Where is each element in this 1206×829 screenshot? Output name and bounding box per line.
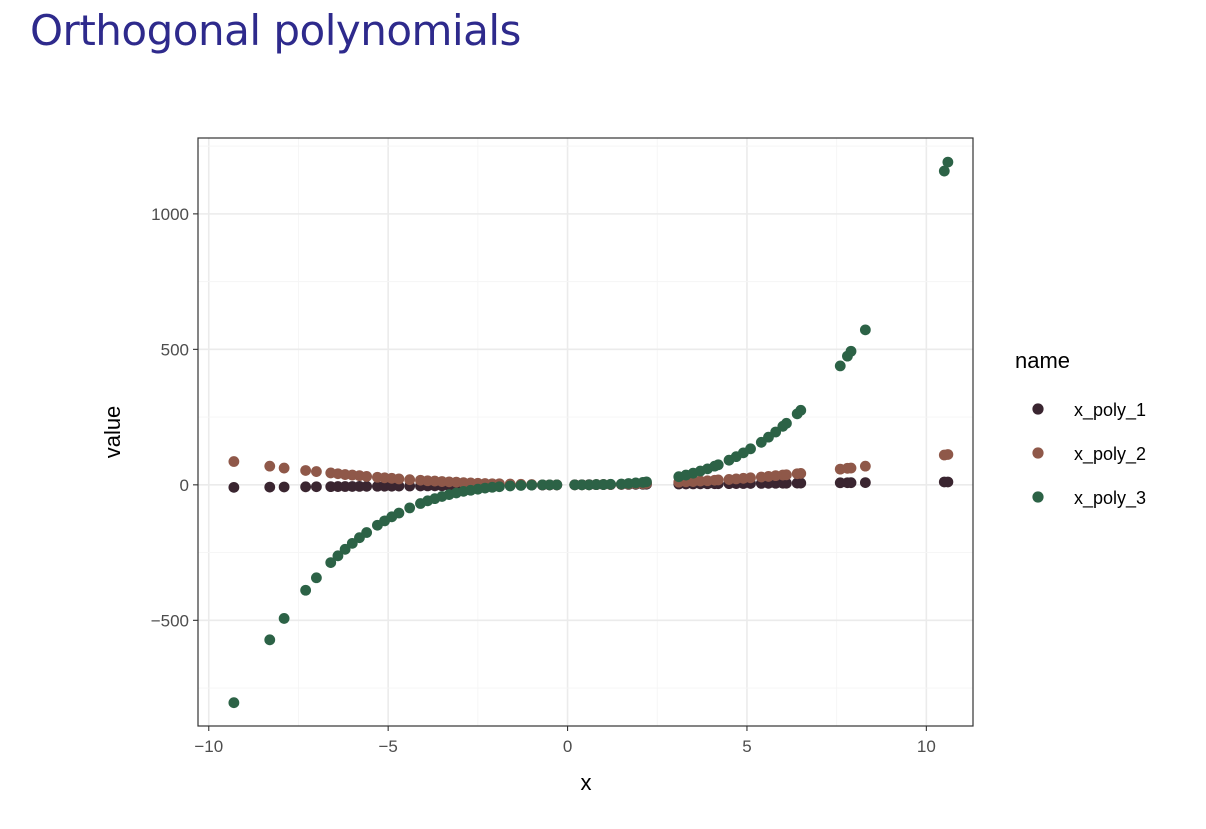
data-point (526, 479, 538, 491)
legend-items: x_poly_1 x_poly_2 x_poly_3 (1032, 400, 1146, 509)
data-point (264, 634, 276, 646)
data-point (942, 449, 954, 460)
data-point (311, 572, 322, 584)
data-point (605, 478, 617, 490)
data-point (641, 476, 652, 488)
data-point (361, 527, 373, 538)
data-point (300, 465, 312, 476)
x-tick-label: 5 (742, 737, 751, 756)
data-point (795, 404, 807, 416)
data-point (228, 697, 240, 709)
x-tick-label: −10 (194, 737, 223, 756)
y-tick-label: 0 (180, 476, 189, 495)
plot-panel-border (197, 137, 974, 727)
data-point (795, 477, 807, 489)
data-point (781, 477, 792, 489)
data-point (781, 417, 792, 429)
data-point (361, 480, 373, 492)
data-point (493, 481, 505, 493)
data-point (311, 466, 322, 477)
legend: name x_poly_1 x_poly_2 x_poly_3 (1015, 348, 1146, 509)
x-axis-title: x (581, 770, 592, 795)
series-x_poly_3 (228, 156, 954, 709)
data-point (300, 584, 312, 596)
x-axis-ticks: −10 −5 0 5 10 (194, 726, 936, 756)
legend-key-x_poly_1 (1032, 403, 1044, 415)
data-point (393, 473, 405, 485)
legend-key-x_poly_3 (1032, 491, 1044, 503)
y-tick-label: −500 (151, 611, 189, 630)
plot-panel-background (198, 138, 973, 726)
data-point (845, 477, 857, 489)
data-point (404, 502, 416, 514)
legend-label-x_poly_2: x_poly_2 (1074, 444, 1146, 465)
data-point (859, 324, 871, 336)
data-point (712, 474, 724, 486)
data-point (332, 550, 344, 562)
grid-lines (198, 138, 973, 726)
data-point (325, 557, 337, 569)
data-point (845, 462, 857, 474)
slide-title: Orthogonal polynomials (30, 6, 521, 55)
data-point (278, 481, 290, 493)
data-point (393, 507, 405, 519)
legend-key-x_poly_2 (1032, 447, 1044, 459)
data-point (228, 456, 240, 467)
data-point (859, 460, 871, 472)
x-tick-label: −5 (378, 737, 397, 756)
data-point (278, 462, 290, 474)
data-point (361, 471, 373, 482)
legend-title: name (1015, 348, 1070, 373)
legend-label-x_poly_1: x_poly_1 (1074, 400, 1146, 421)
data-point (551, 479, 563, 491)
y-tick-label: 1000 (151, 205, 189, 224)
data-point (938, 165, 950, 177)
x-tick-label: 10 (917, 737, 936, 756)
data-point (745, 472, 756, 484)
data-point (845, 345, 857, 357)
data-points (228, 156, 954, 709)
y-axis-ticks: −500 0 500 1000 (151, 205, 198, 630)
data-point (504, 480, 516, 492)
data-point (745, 443, 756, 455)
y-tick-label: 500 (161, 340, 189, 359)
panel-fill (198, 138, 973, 726)
data-point (339, 543, 351, 555)
data-point (942, 156, 954, 168)
data-point (278, 613, 290, 624)
legend-label-x_poly_3: x_poly_3 (1074, 488, 1146, 509)
x-tick-label: 0 (563, 737, 572, 756)
data-point (264, 460, 276, 472)
data-point (781, 469, 792, 481)
data-point (834, 360, 846, 372)
data-point (404, 474, 416, 486)
data-point (795, 468, 807, 479)
data-point (515, 479, 527, 491)
data-point (859, 477, 871, 488)
data-point (228, 481, 240, 493)
data-point (942, 476, 954, 488)
data-point (311, 481, 322, 493)
data-point (712, 459, 724, 471)
data-point (264, 481, 276, 493)
data-point (300, 481, 312, 493)
y-axis-title: value (100, 406, 125, 459)
